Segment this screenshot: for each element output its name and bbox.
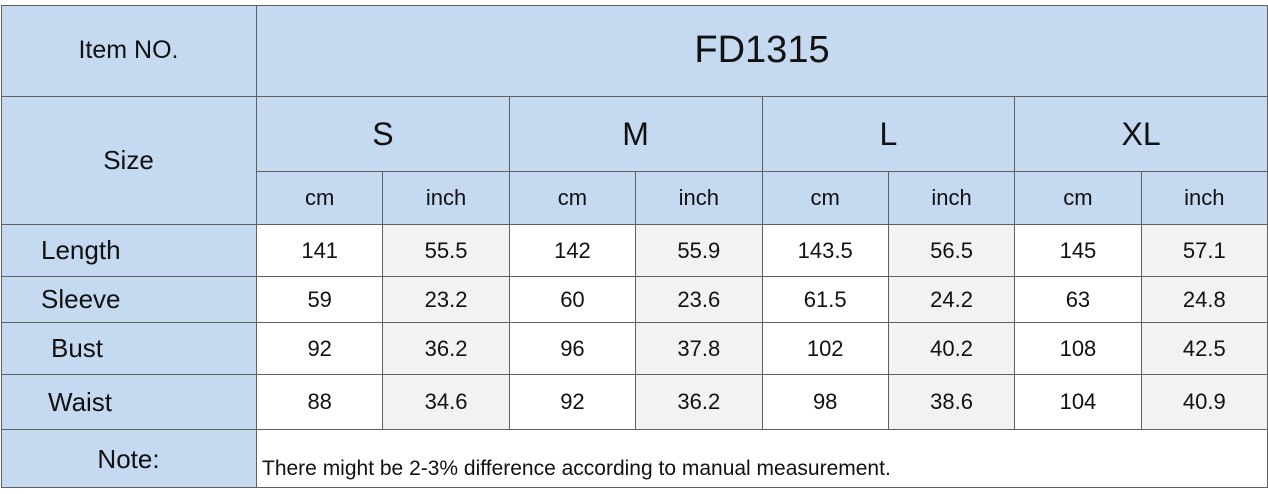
value-cell: 63 [1015, 277, 1142, 323]
value-cell: 92 [257, 323, 384, 375]
size-header: L [762, 97, 1016, 172]
value-cell: 92 [509, 375, 637, 430]
value-cell: 34.6 [383, 375, 510, 430]
value-cell: 42.5 [1141, 323, 1268, 375]
value-cell: 57.1 [1141, 225, 1268, 277]
unit-header: inch [1141, 172, 1268, 225]
unit-header: cm [509, 172, 637, 225]
value-cell: 98 [762, 375, 889, 430]
value-cell: 56.5 [888, 225, 1016, 277]
value-cell: 40.9 [1141, 375, 1268, 430]
value-cell: 141 [257, 225, 384, 277]
unit-header: inch [888, 172, 1016, 225]
unit-header: cm [762, 172, 889, 225]
size-header: XL [1015, 97, 1268, 172]
value-cell: 102 [762, 323, 889, 375]
value-cell: 108 [1015, 323, 1142, 375]
value-cell: 142 [509, 225, 637, 277]
value-cell: 38.6 [888, 375, 1016, 430]
row-label: Sleeve [1, 277, 257, 323]
unit-header: inch [636, 172, 763, 225]
size-label: Size [1, 97, 257, 225]
unit-header: cm [257, 172, 384, 225]
unit-header: inch [383, 172, 510, 225]
row-label: Waist [1, 375, 257, 430]
row-label: Length [1, 225, 257, 277]
value-cell: 24.8 [1141, 277, 1268, 323]
value-cell: 24.2 [888, 277, 1016, 323]
value-cell: 23.6 [636, 277, 763, 323]
value-cell: 88 [257, 375, 384, 430]
note-text: There might be 2-3% difference according… [257, 430, 1268, 488]
value-cell: 55.9 [636, 225, 763, 277]
unit-header: cm [1015, 172, 1142, 225]
value-cell: 96 [509, 323, 637, 375]
value-cell: 61.5 [762, 277, 889, 323]
value-cell: 55.5 [383, 225, 510, 277]
value-cell: 143.5 [762, 225, 889, 277]
value-cell: 36.2 [383, 323, 510, 375]
value-cell: 104 [1015, 375, 1142, 430]
item-number: FD1315 [257, 5, 1268, 97]
value-cell: 36.2 [636, 375, 763, 430]
size-header: S [257, 97, 510, 172]
size-header: M [509, 97, 763, 172]
value-cell: 40.2 [888, 323, 1016, 375]
value-cell: 60 [509, 277, 637, 323]
value-cell: 37.8 [636, 323, 763, 375]
row-label: Bust [1, 323, 257, 375]
value-cell: 23.2 [383, 277, 510, 323]
note-label: Note: [1, 430, 257, 488]
value-cell: 145 [1015, 225, 1142, 277]
item-label: Item NO. [1, 5, 257, 97]
value-cell: 59 [257, 277, 384, 323]
